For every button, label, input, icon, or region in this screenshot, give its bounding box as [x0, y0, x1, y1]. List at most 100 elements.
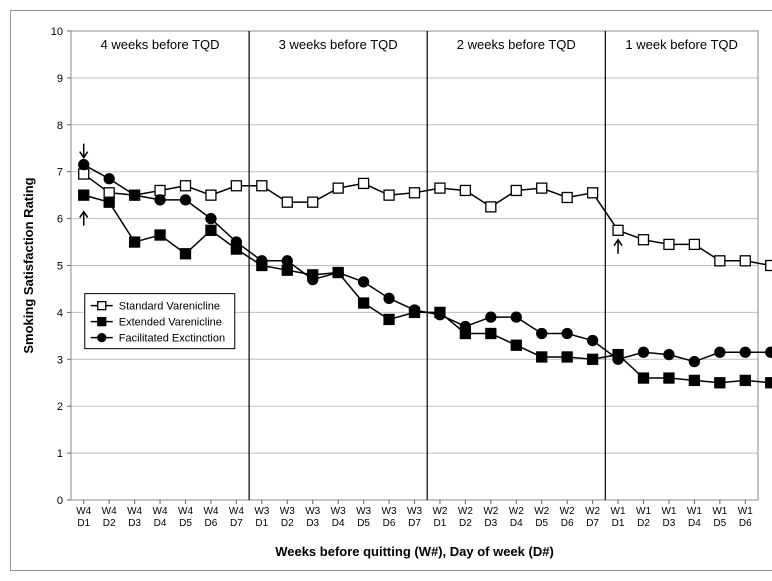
marker [155, 185, 165, 195]
x-tick-week: W1 [687, 506, 702, 517]
marker [460, 185, 470, 195]
x-tick-week: W4 [76, 506, 91, 517]
marker [689, 357, 699, 367]
marker [308, 197, 318, 207]
marker [511, 340, 521, 350]
marker [181, 249, 191, 259]
x-tick-day: D5 [713, 518, 726, 529]
y-tick-label: 0 [57, 495, 63, 507]
marker [231, 237, 241, 247]
marker [359, 277, 369, 287]
x-tick-day: D2 [459, 518, 472, 529]
marker [282, 265, 292, 275]
x-tick-day: D2 [637, 518, 650, 529]
y-tick-label: 5 [57, 261, 63, 273]
chart-container: 0123456789104 weeks before TQD3 weeks be… [10, 10, 772, 571]
x-tick-week: W4 [127, 506, 142, 517]
x-tick-week: W1 [661, 506, 676, 517]
marker [486, 329, 496, 339]
marker [537, 183, 547, 193]
marker [257, 181, 267, 191]
x-tick-day: D4 [332, 518, 345, 529]
marker [664, 239, 674, 249]
marker [231, 181, 241, 191]
marker [740, 375, 750, 385]
x-tick-week: W2 [483, 506, 498, 517]
x-tick-day: D1 [77, 518, 90, 529]
x-tick-day: D3 [128, 518, 141, 529]
marker [333, 268, 343, 278]
x-axis-label: Weeks before quitting (W#), Day of week … [275, 544, 554, 559]
marker [130, 190, 140, 200]
x-tick-week: W1 [712, 506, 727, 517]
marker [435, 310, 445, 320]
panel-label: 3 weeks before TQD [279, 37, 398, 52]
legend-item-label: Facilitated Exctinction [119, 333, 225, 345]
x-tick-day: D4 [510, 518, 523, 529]
y-axis-label: Smoking Satisfaction Rating [21, 177, 36, 353]
x-tick-week: W2 [585, 506, 600, 517]
marker [359, 178, 369, 188]
marker [79, 190, 89, 200]
marker [613, 354, 623, 364]
x-tick-day: D7 [230, 518, 243, 529]
marker [410, 305, 420, 315]
x-tick-week: W3 [382, 506, 397, 517]
x-tick-day: D6 [739, 518, 752, 529]
marker [740, 256, 750, 266]
marker [460, 321, 470, 331]
x-tick-day: D2 [281, 518, 294, 529]
legend-item-label: Standard Varenicline [119, 301, 220, 313]
x-tick-week: W2 [560, 506, 575, 517]
marker [130, 237, 140, 247]
marker [384, 293, 394, 303]
x-tick-day: D7 [586, 518, 599, 529]
marker [181, 195, 191, 205]
y-tick-label: 10 [51, 26, 63, 38]
marker [206, 190, 216, 200]
x-tick-week: W3 [280, 506, 295, 517]
marker [206, 214, 216, 224]
marker [282, 256, 292, 266]
marker [384, 190, 394, 200]
x-tick-week: W2 [432, 506, 447, 517]
x-tick-week: W3 [407, 506, 422, 517]
marker [308, 275, 318, 285]
y-tick-label: 1 [57, 448, 63, 460]
x-tick-week: W1 [738, 506, 753, 517]
marker [511, 312, 521, 322]
marker [613, 225, 623, 235]
marker [79, 169, 89, 179]
marker [206, 225, 216, 235]
marker [715, 378, 725, 388]
marker [486, 312, 496, 322]
x-tick-day: D3 [484, 518, 497, 529]
x-tick-week: W2 [509, 506, 524, 517]
x-tick-week: W3 [305, 506, 320, 517]
marker [486, 202, 496, 212]
x-tick-week: W4 [203, 506, 218, 517]
marker [562, 192, 572, 202]
y-tick-label: 8 [57, 120, 63, 132]
x-tick-day: D3 [306, 518, 319, 529]
marker [333, 183, 343, 193]
x-tick-week: W2 [534, 506, 549, 517]
panel-label: 2 weeks before TQD [457, 37, 576, 52]
x-tick-day: D5 [357, 518, 370, 529]
y-tick-label: 3 [57, 354, 63, 366]
marker [740, 347, 750, 357]
marker [435, 183, 445, 193]
marker [410, 188, 420, 198]
marker [537, 352, 547, 362]
marker [104, 197, 114, 207]
x-tick-week: W3 [331, 506, 346, 517]
marker [282, 197, 292, 207]
y-tick-label: 9 [57, 73, 63, 85]
marker [766, 378, 772, 388]
x-tick-day: D4 [688, 518, 701, 529]
x-tick-week: W3 [254, 506, 269, 517]
x-tick-week: W2 [458, 506, 473, 517]
x-tick-day: D1 [434, 518, 447, 529]
x-tick-week: W1 [636, 506, 651, 517]
marker [689, 375, 699, 385]
